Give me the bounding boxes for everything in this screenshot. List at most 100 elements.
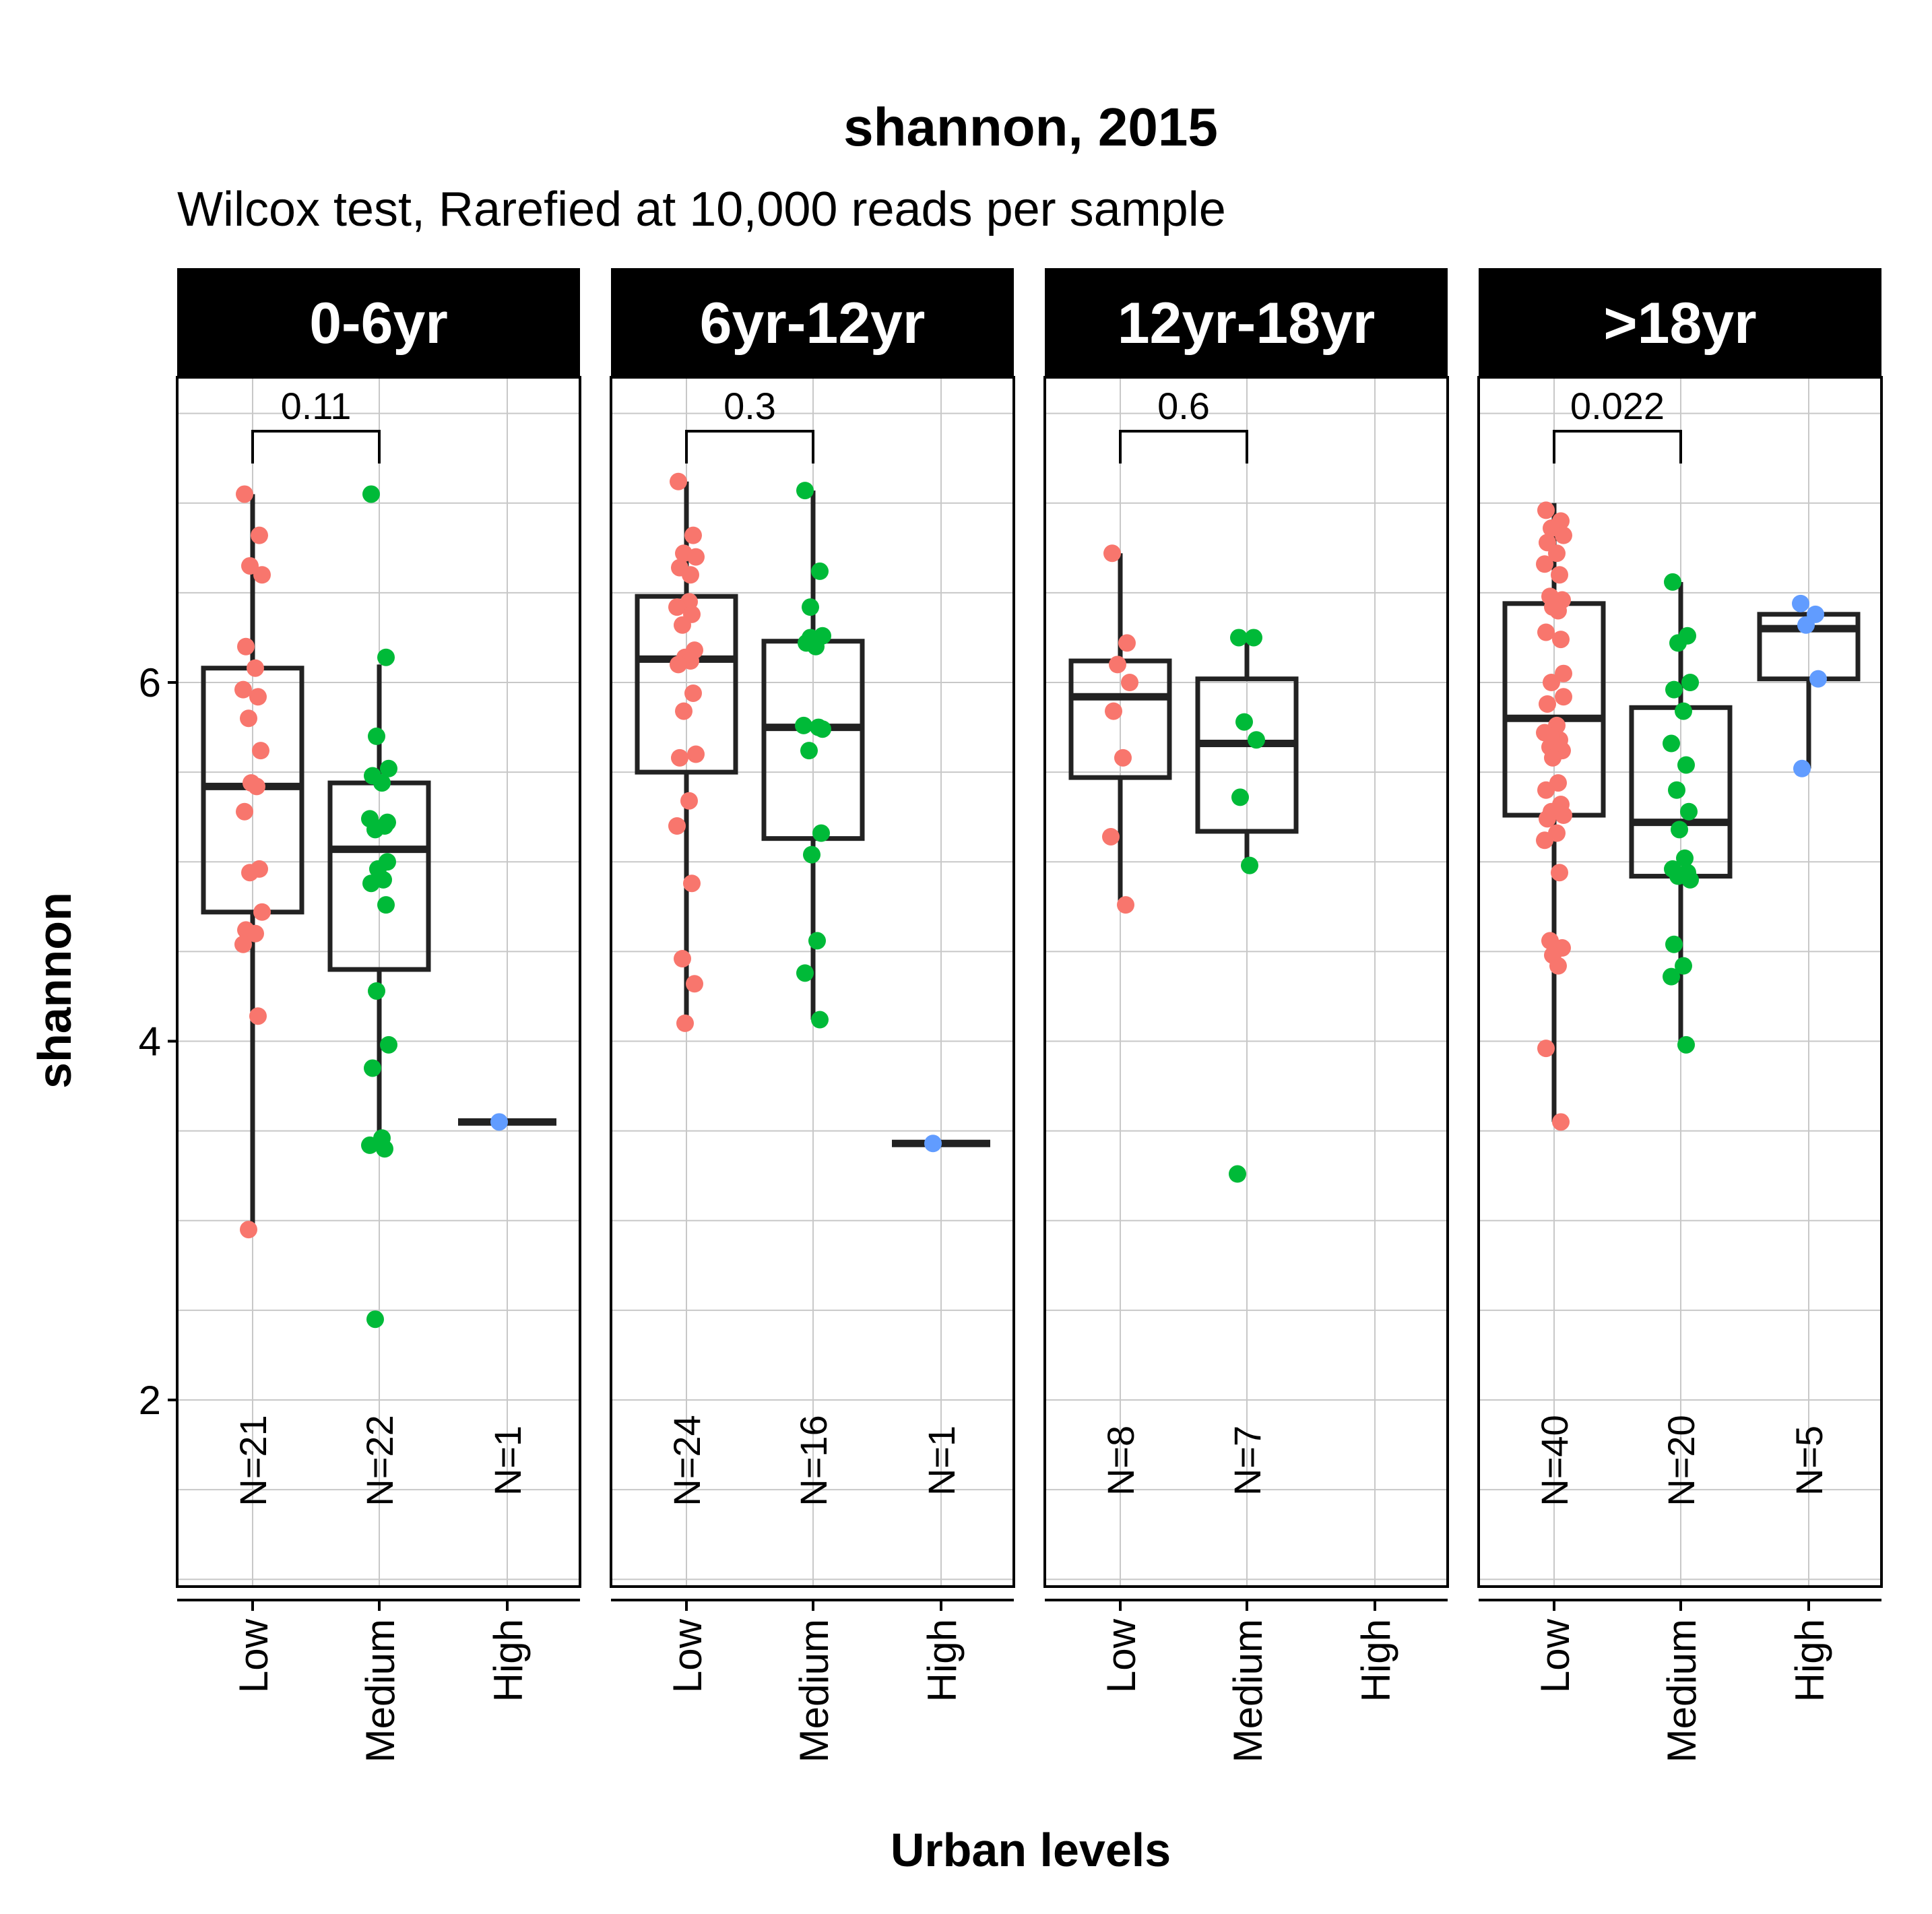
data-point	[1664, 573, 1681, 591]
facet-panel: >18yr N=40 N=20 N=5 0.022 Low Medium High	[1477, 268, 1883, 1762]
data-point	[377, 896, 395, 914]
facet-strip	[611, 268, 1014, 377]
data-point	[380, 759, 397, 777]
data-point	[379, 813, 396, 831]
data-point	[1681, 674, 1699, 691]
data-point	[364, 1059, 381, 1077]
data-point	[811, 562, 829, 580]
significance-bracket	[1553, 430, 1682, 464]
data-point	[1551, 566, 1568, 584]
data-point	[1663, 967, 1680, 986]
data-point	[1544, 748, 1561, 767]
data-point	[1551, 864, 1568, 882]
panel-border	[1477, 376, 1883, 1588]
significance-bracket	[685, 430, 814, 464]
data-point	[1549, 957, 1567, 975]
data-point	[686, 975, 703, 993]
panel-border	[1043, 376, 1449, 1588]
data-point	[1552, 631, 1570, 649]
data-point	[234, 935, 252, 953]
data-point	[1118, 634, 1136, 652]
data-point	[812, 824, 830, 842]
data-point	[796, 482, 814, 500]
data-point	[687, 548, 705, 566]
data-point	[1536, 555, 1553, 573]
data-point	[684, 526, 702, 544]
data-point	[368, 727, 385, 745]
data-point	[1543, 727, 1560, 745]
data-point	[1555, 664, 1572, 682]
data-point	[796, 964, 814, 982]
significance-bracket	[1119, 430, 1248, 464]
data-point	[1555, 806, 1572, 825]
n-count-label: N=22	[358, 1415, 401, 1506]
data-point	[247, 924, 264, 943]
data-point	[802, 629, 819, 647]
data-point	[247, 659, 264, 677]
data-point	[253, 566, 271, 584]
n-count-label: N=7	[1226, 1426, 1268, 1496]
data-point	[811, 1011, 829, 1029]
data-point	[803, 846, 820, 864]
data-point	[252, 742, 269, 760]
data-point	[1105, 702, 1122, 720]
p-value-label: 0.3	[723, 385, 776, 427]
data-point	[802, 598, 819, 616]
y-axis-title: shannon	[28, 892, 81, 1089]
n-count-label: N=16	[792, 1415, 835, 1506]
facet-panel: 6yr-12yr N=24 N=16 N=1 0.3 Low Medium High	[610, 268, 1015, 1762]
data-point	[236, 485, 253, 503]
data-point	[670, 656, 687, 674]
panel-border	[176, 376, 581, 1588]
data-point	[795, 716, 812, 734]
n-count-label: N=8	[1099, 1426, 1142, 1496]
data-point	[373, 774, 391, 792]
data-point	[1663, 734, 1680, 753]
data-point	[687, 745, 705, 763]
data-point	[249, 1007, 267, 1025]
data-point	[251, 526, 268, 544]
panel-border	[610, 376, 1015, 1588]
data-point	[808, 932, 826, 950]
data-point	[924, 1135, 942, 1153]
data-point	[674, 950, 691, 968]
data-point	[1539, 695, 1556, 713]
data-point	[683, 874, 701, 893]
data-point	[675, 702, 693, 720]
facet-panel: 0-6yr N=21 N=22 N=1 0.11 Low Medium High	[176, 268, 581, 1762]
data-point	[241, 864, 259, 882]
data-point	[1675, 702, 1692, 720]
x-tick-label: Low	[1533, 1618, 1578, 1693]
data-point	[240, 709, 257, 728]
data-point	[236, 802, 253, 821]
facet-strip-label: >18yr	[1603, 291, 1756, 356]
data-point	[1537, 781, 1555, 799]
data-point	[671, 748, 688, 767]
facet-strip-label: 0-6yr	[309, 291, 448, 356]
y-tick-label: 6	[139, 660, 161, 705]
data-point	[377, 648, 395, 666]
data-point	[1677, 756, 1695, 774]
n-count-label: N=5	[1788, 1426, 1830, 1496]
data-point	[670, 472, 687, 490]
y-tick-label: 4	[139, 1019, 161, 1064]
n-count-label: N=1	[486, 1426, 529, 1496]
data-point	[1229, 1165, 1246, 1183]
data-point	[1543, 674, 1560, 691]
data-point	[1681, 870, 1699, 889]
x-tick-label: Low	[231, 1618, 276, 1693]
facet-strip	[1479, 268, 1881, 377]
data-point	[366, 1310, 384, 1329]
n-count-label: N=21	[232, 1415, 274, 1506]
x-tick-label: Medium	[1225, 1619, 1270, 1762]
data-point	[1668, 781, 1685, 799]
data-point	[240, 1221, 257, 1239]
p-value-label: 0.022	[1570, 385, 1665, 427]
facet-strip-label: 12yr-18yr	[1118, 291, 1376, 356]
data-point	[241, 556, 259, 575]
data-point	[1539, 810, 1556, 828]
significance-bracket	[251, 430, 381, 464]
n-count-label: N=20	[1660, 1415, 1702, 1506]
